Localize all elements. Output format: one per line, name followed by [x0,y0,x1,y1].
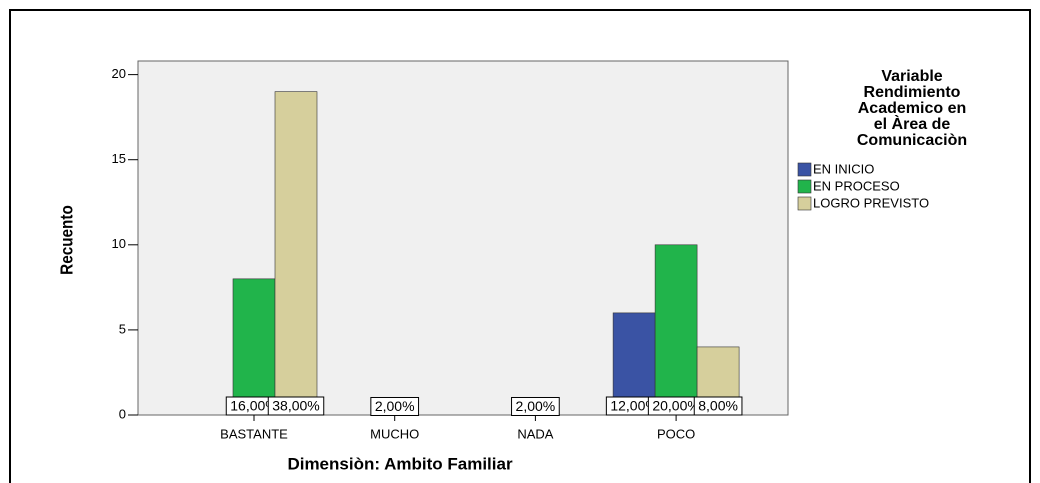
bar [654,244,698,416]
legend-label: EN INICIO [813,161,874,176]
x-tick-label: NADA [517,426,553,441]
legend-title: Rendimiento [864,84,961,101]
value-label: 20,00% [652,398,699,414]
value-label-box [370,396,420,416]
legend-title: Variable [881,68,942,85]
value-label: 16,00% [230,398,277,414]
value-label-box [267,396,325,416]
value-label-box [693,396,743,416]
y-tick-label: 0 [119,406,126,421]
x-tick-label: POCO [657,426,695,441]
value-label: 38,00% [272,398,319,414]
legend-label: LOGRO PREVISTO [813,195,929,210]
y-tick-label: 20 [112,66,126,81]
legend-swatch [797,162,812,177]
x-tick-label: BASTANTE [220,426,288,441]
y-tick-label: 10 [112,236,126,251]
bar [232,278,276,416]
value-label: 2,00% [516,398,556,414]
y-axis-label: Recuento [57,205,77,275]
legend-title: Academico en [858,100,966,117]
y-tick-label: 5 [119,321,126,336]
value-label: 2,00% [375,398,415,414]
legend-label: EN PROCESO [813,178,900,193]
y-tick-label: 15 [112,151,126,166]
legend-swatch [797,196,812,211]
value-label-box [511,396,560,416]
x-axis-label: Dimensiòn: Ambito Familiar [287,454,513,473]
value-label: 12,00% [610,398,657,414]
legend-swatch [797,179,812,194]
bar [274,91,318,416]
legend-title: Comunicaciòn [857,132,967,149]
x-tick-label: MUCHO [370,426,419,441]
value-label: 8,00% [698,398,738,414]
legend-title: el Àrea de [874,114,951,133]
